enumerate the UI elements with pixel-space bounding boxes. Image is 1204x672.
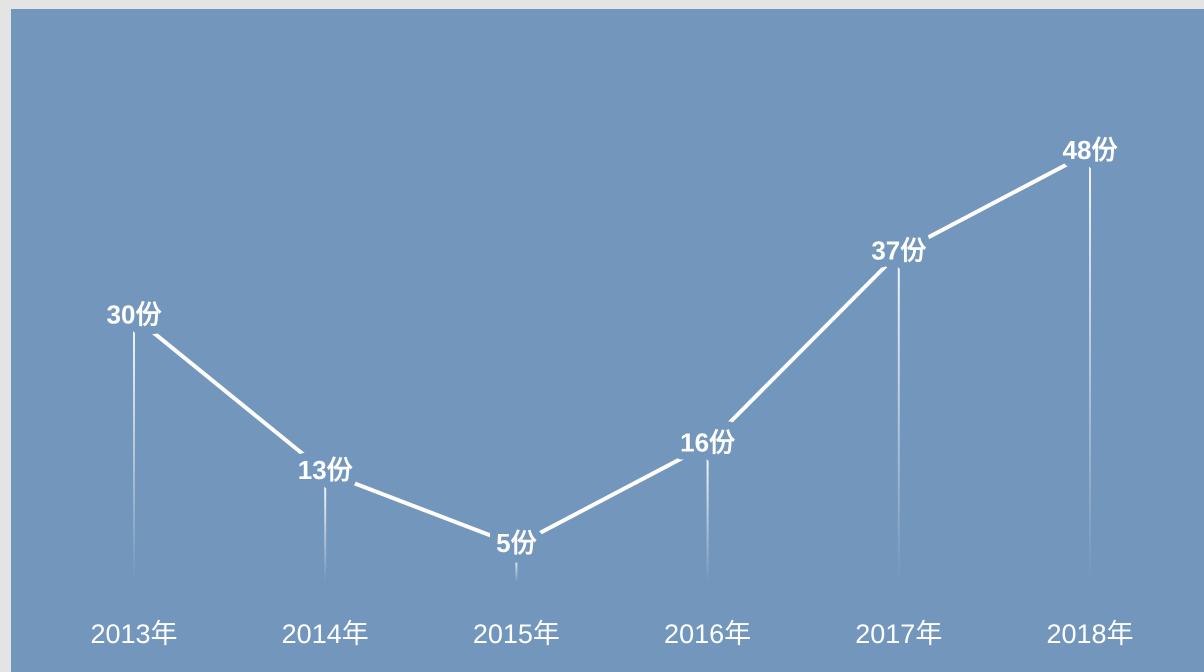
drop-line [324, 486, 326, 582]
value-label: 30份 [107, 300, 162, 330]
drop-line [515, 559, 517, 582]
drop-line [707, 459, 709, 582]
drop-line [133, 331, 135, 582]
page: {"chart_data": {"type": "line", "categor… [0, 0, 1204, 672]
value-label: 37份 [871, 236, 926, 266]
value-label: 5份 [496, 528, 536, 558]
x-tick-label: 2014年 [282, 619, 369, 649]
drop-line [1089, 166, 1091, 582]
x-tick-label: 2016年 [664, 619, 751, 649]
x-tick-label: 2015年 [473, 619, 560, 649]
value-label: 13份 [298, 455, 353, 485]
panel [11, 9, 1204, 672]
x-tick-label: 2017年 [855, 619, 942, 649]
value-label: 16份 [680, 428, 735, 458]
value-label: 48份 [1063, 135, 1118, 165]
drop-line [898, 267, 900, 582]
x-tick-label: 2018年 [1046, 619, 1133, 649]
chart: 30份 13份 5份 16份 37份 48份 2013年 2014年 2015年 2016年 201… [0, 0, 1204, 672]
x-tick-label: 2013年 [90, 619, 177, 649]
